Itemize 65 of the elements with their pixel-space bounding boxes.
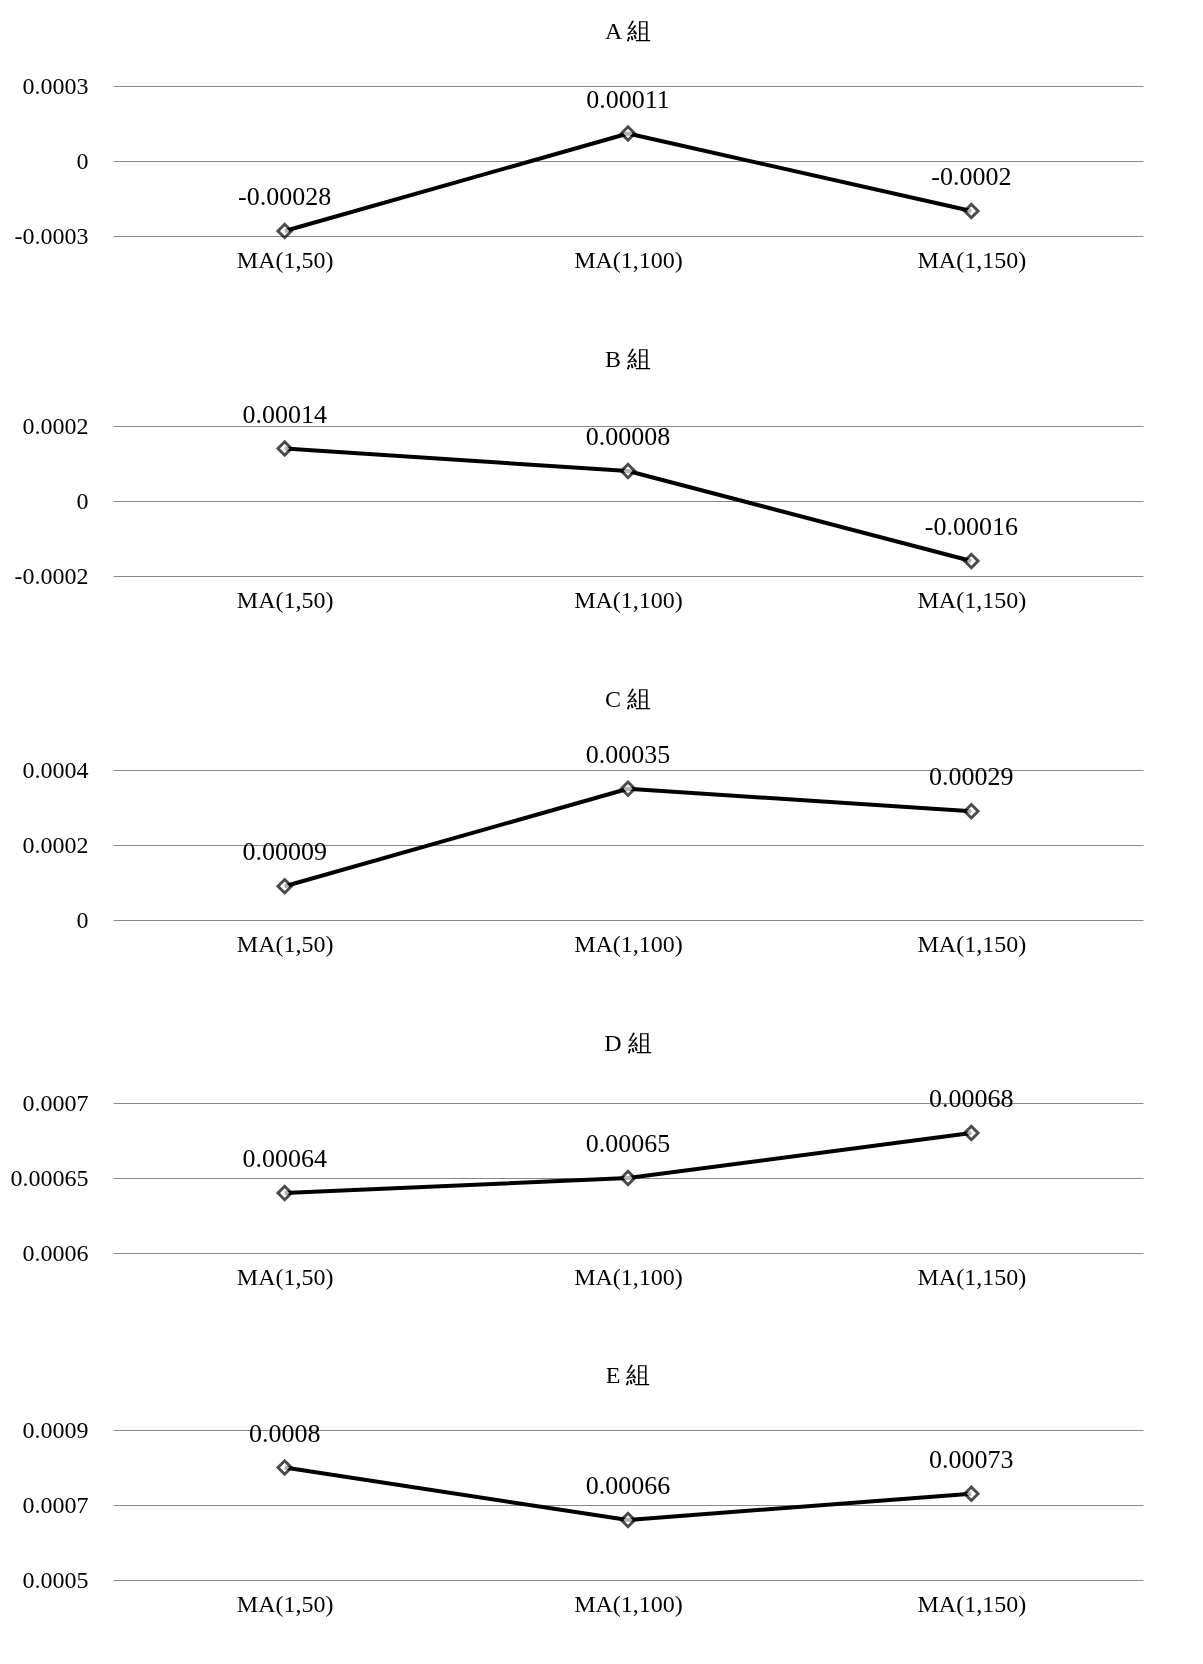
x-tick-label: MA(1,100): [574, 246, 683, 273]
chart-title: D 組: [604, 1030, 652, 1056]
point: [619, 1511, 637, 1529]
y-tick-label: 0.0005: [22, 1566, 89, 1593]
point: [619, 780, 637, 797]
x-tick-label: MA(1,100): [574, 1263, 683, 1290]
chart-title: E 組: [605, 1362, 651, 1388]
x-tick-label: MA(1,150): [917, 586, 1027, 613]
y-tick-label: 0: [76, 147, 89, 174]
point: [276, 440, 293, 457]
data-label: 0.00065: [585, 1129, 671, 1158]
point: [276, 878, 293, 895]
point: [963, 1485, 980, 1502]
data-label: -0.00028: [238, 182, 332, 211]
chart-title: A 組: [604, 18, 652, 44]
data-label: 0.00073: [929, 1444, 1014, 1474]
y-tick-label: -0.0002: [14, 562, 89, 589]
x-tick-label: MA(1,150): [917, 930, 1027, 957]
point: [619, 1169, 637, 1187]
y-tick-label: 0.0006: [22, 1239, 89, 1266]
data-label: 0.00068: [929, 1084, 1014, 1113]
point: [276, 222, 293, 240]
y-tick-label: -0.0003: [14, 222, 89, 249]
y-tick-label: 0.0002: [22, 412, 89, 439]
point: [619, 462, 637, 480]
x-tick-label: MA(1,100): [574, 1590, 683, 1617]
x-tick-label: MA(1,150): [917, 1263, 1027, 1290]
y-tick-label: 0: [76, 487, 89, 514]
point: [619, 125, 637, 142]
y-tick-label: 0.00065: [10, 1164, 89, 1191]
data-label: 0.00029: [929, 762, 1014, 792]
y-tick-label: 0.0004: [22, 756, 89, 783]
x-tick-label: MA(1,100): [574, 930, 683, 957]
data-label: 0.00008: [585, 422, 671, 451]
data-label: 0.00035: [585, 739, 671, 769]
point: [276, 1459, 293, 1476]
data-label: 0.00009: [242, 837, 327, 867]
chart-title: C 組: [604, 685, 652, 712]
chart-title: B 組: [604, 345, 652, 372]
x-tick-label: MA(1,50): [236, 1263, 334, 1290]
y-tick-label: 0.0009: [22, 1416, 89, 1443]
point: [963, 1124, 980, 1142]
data-label: 0.00064: [242, 1144, 327, 1173]
point: [963, 803, 980, 820]
data-label: 0.00014: [242, 399, 327, 429]
y-tick-label: 0.0007: [22, 1491, 89, 1518]
point: [276, 1184, 293, 1202]
y-tick-label: 0.0002: [22, 831, 89, 858]
data-label: 0.00066: [585, 1471, 671, 1500]
x-tick-label: MA(1,50): [236, 246, 334, 273]
x-tick-label: MA(1,50): [236, 930, 334, 957]
x-tick-label: MA(1,100): [574, 586, 683, 613]
y-tick-label: 0.0003: [22, 72, 89, 99]
point: [963, 202, 980, 220]
x-tick-label: MA(1,150): [917, 1590, 1027, 1617]
data-label: -0.00016: [924, 512, 1018, 541]
x-tick-label: MA(1,150): [917, 246, 1027, 273]
y-tick-label: 0: [76, 906, 89, 933]
x-tick-label: MA(1,50): [236, 1590, 334, 1617]
point: [963, 552, 980, 570]
x-tick-label: MA(1,50): [236, 586, 334, 613]
data-label: 0.0008: [248, 1418, 321, 1448]
y-tick-label: 0.0007: [22, 1089, 89, 1116]
data-label: 0.00011: [586, 84, 670, 114]
data-label: -0.0002: [931, 162, 1012, 191]
